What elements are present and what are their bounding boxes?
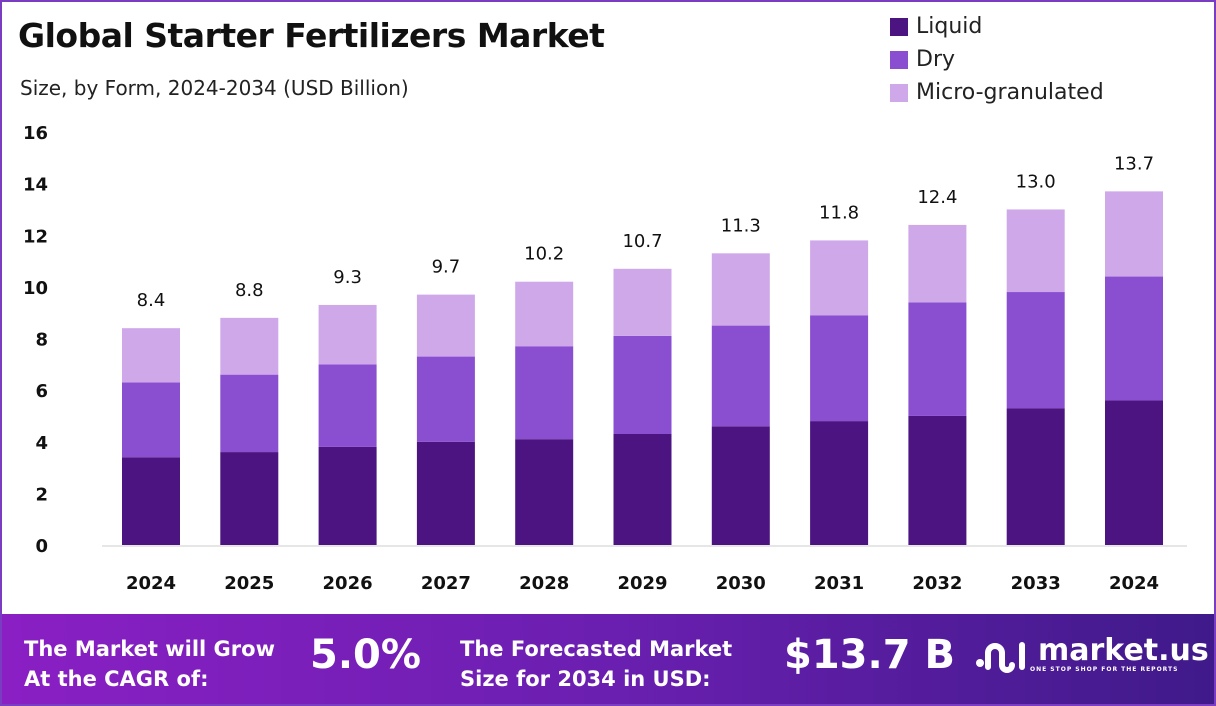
footer-banner: The Market will Grow At the CAGR of: 5.0… [2,614,1214,704]
bar-segment-liquid [515,439,574,545]
y-tick-label: 0 [35,536,48,557]
total-data-label: 9.3 [333,267,362,288]
x-tick-label: 2026 [323,573,373,594]
forecast-label-line: The Forecasted Market [460,637,733,661]
bar-segment-micro-granulated [810,240,869,316]
bar-segment-micro-granulated [1006,209,1065,293]
x-tick-label: 2025 [224,573,274,594]
total-data-label: 9.7 [432,257,461,278]
cagr-label-line: The Market will Grow [24,637,275,661]
logo-tagline: ONE STOP SHOP FOR THE REPORTS [1030,666,1179,673]
bar-segment-liquid [416,441,475,545]
bar-segment-dry [613,335,672,435]
legend-swatch [890,83,908,102]
forecast-label: The Forecasted Market Size for 2034 in U… [460,634,732,694]
bar-segment-liquid [908,415,967,545]
total-data-label: 13.7 [1114,153,1154,174]
total-data-label: 8.8 [235,280,264,301]
bar-segment-dry [908,302,967,416]
legend-item: Micro-granulated [890,76,1104,109]
total-data-label: 8.4 [137,290,166,311]
total-data-label: 11.8 [819,202,859,223]
legend-label: Liquid [916,14,983,39]
cagr-label: The Market will Grow At the CAGR of: [24,634,275,694]
y-tick-label: 4 [35,433,48,454]
bar-segment-micro-granulated [122,328,180,383]
x-tick-label: 2033 [1011,573,1061,594]
total-data-label: 13.0 [1016,171,1056,192]
bar-segment-dry [220,374,279,453]
forecast-label-line: Size for 2034 in USD: [460,667,711,691]
bar-segment-liquid [220,452,279,545]
bar-segment-liquid [1105,400,1163,545]
legend-label: Micro-granulated [916,80,1104,105]
cagr-value: 5.0% [310,632,421,678]
bar-segment-micro-granulated [318,304,377,365]
bar-segment-dry [711,325,770,427]
bar-segment-micro-granulated [515,281,574,347]
x-tick-label: 2029 [617,573,667,594]
bar-segment-liquid [1006,408,1065,545]
total-data-label: 11.3 [721,215,761,236]
total-data-label: 12.4 [917,187,957,208]
bar-segment-dry [318,364,377,447]
chart-title: Global Starter Fertilizers Market [18,16,605,55]
x-tick-label: 2024 [126,573,176,594]
y-tick-label: 16 [23,123,48,144]
bar-segment-micro-granulated [613,268,672,336]
forecast-value: $13.7 B [784,632,955,678]
x-tick-label: 2024 [1109,573,1159,594]
x-tick-label: 2027 [421,573,471,594]
bar-segment-micro-granulated [908,224,967,303]
legend-item: Liquid [890,10,1104,43]
y-tick-label: 6 [35,381,48,402]
legend-swatch [890,50,908,69]
logo-icon [976,641,1025,673]
legend-swatch [890,17,908,36]
bar-segment-liquid [318,446,377,545]
bar-segment-dry [515,346,574,440]
bar-segment-dry [1006,292,1065,409]
bar-segment-liquid [122,457,180,545]
cagr-label-line: At the CAGR of: [24,667,209,691]
chart-subtitle: Size, by Form, 2024-2034 (USD Billion) [20,76,409,100]
total-data-label: 10.7 [622,231,662,252]
x-tick-label: 2032 [912,573,962,594]
legend: Liquid Dry Micro-granulated [890,10,1104,109]
bar-segment-dry [416,356,475,442]
bar-segment-micro-granulated [416,294,475,357]
y-tick-label: 10 [23,278,48,299]
bar-segment-dry [810,315,869,422]
logo-text: market.us [1038,633,1209,668]
bar-segment-micro-granulated [220,317,279,375]
x-tick-label: 2028 [519,573,569,594]
bar-segment-liquid [711,426,770,545]
legend-item: Dry [890,43,1104,76]
bar-segment-liquid [613,434,672,545]
y-tick-label: 14 [23,175,48,196]
bar-segment-micro-granulated [1105,191,1163,277]
y-tick-label: 2 [35,484,48,505]
x-tick-label: 2030 [716,573,766,594]
y-tick-label: 8 [35,330,48,351]
bar-chart: 0 2 4 6 8 10 12 14 16 8.4 2024 8.8 2025 9.3 2026 9.7 202… [23,123,1187,594]
total-data-label: 10.2 [524,244,564,265]
legend-label: Dry [916,47,956,72]
bar-segment-liquid [810,421,869,545]
bar-segment-dry [1105,276,1163,401]
y-tick-label: 12 [23,226,48,247]
x-tick-label: 2031 [814,573,864,594]
bar-segment-dry [122,382,180,458]
market-us-logo: market.us ONE STOP SHOP FOR THE REPORTS [974,636,1209,673]
bar-segment-micro-granulated [711,253,770,326]
